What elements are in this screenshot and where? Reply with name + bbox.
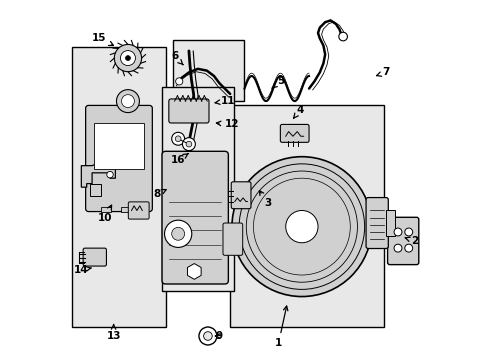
Bar [162, 87, 233, 291]
FancyBboxPatch shape [366, 198, 387, 248]
FancyBboxPatch shape [231, 182, 250, 209]
Text: 4: 4 [293, 105, 303, 118]
Circle shape [393, 244, 401, 252]
Text: 16: 16 [171, 153, 188, 165]
Circle shape [171, 227, 184, 240]
Text: 5: 5 [271, 76, 284, 88]
FancyBboxPatch shape [162, 151, 228, 284]
Bar [121, 207, 131, 212]
Circle shape [404, 244, 412, 252]
Text: 8: 8 [153, 189, 166, 199]
Bar [386, 211, 394, 235]
FancyBboxPatch shape [168, 99, 208, 123]
Circle shape [285, 211, 317, 243]
Circle shape [182, 138, 195, 150]
Text: 2: 2 [405, 236, 418, 246]
Bar [101, 207, 111, 212]
Circle shape [171, 132, 184, 145]
Circle shape [175, 136, 181, 141]
FancyBboxPatch shape [280, 125, 308, 142]
Circle shape [125, 55, 130, 60]
Bar [94, 123, 144, 169]
Circle shape [338, 32, 346, 41]
Circle shape [114, 44, 142, 72]
Circle shape [185, 141, 191, 147]
Polygon shape [81, 162, 115, 187]
Circle shape [393, 228, 401, 236]
Text: 15: 15 [92, 33, 113, 45]
FancyBboxPatch shape [223, 223, 242, 255]
FancyBboxPatch shape [85, 105, 152, 212]
FancyBboxPatch shape [128, 202, 149, 219]
Text: 11: 11 [215, 96, 235, 106]
FancyBboxPatch shape [387, 217, 418, 265]
Text: 1: 1 [274, 306, 287, 348]
Bar [230, 105, 384, 327]
Circle shape [231, 157, 371, 297]
Circle shape [175, 78, 183, 85]
Text: 6: 6 [171, 51, 183, 65]
Bar [72, 47, 165, 327]
Circle shape [121, 95, 134, 108]
Circle shape [404, 228, 412, 236]
Text: 9: 9 [215, 331, 223, 341]
Text: 3: 3 [259, 191, 271, 208]
Text: 12: 12 [216, 120, 239, 129]
Circle shape [120, 50, 135, 66]
Text: 13: 13 [106, 325, 121, 341]
Circle shape [116, 90, 139, 113]
Text: 14: 14 [74, 265, 91, 275]
Circle shape [203, 332, 212, 340]
FancyBboxPatch shape [83, 248, 106, 266]
Polygon shape [90, 184, 101, 196]
Circle shape [106, 171, 113, 178]
Polygon shape [187, 264, 201, 279]
Circle shape [164, 220, 191, 247]
Text: 10: 10 [97, 205, 112, 222]
Circle shape [199, 327, 217, 345]
Text: 7: 7 [376, 67, 389, 77]
Bar [172, 40, 244, 101]
